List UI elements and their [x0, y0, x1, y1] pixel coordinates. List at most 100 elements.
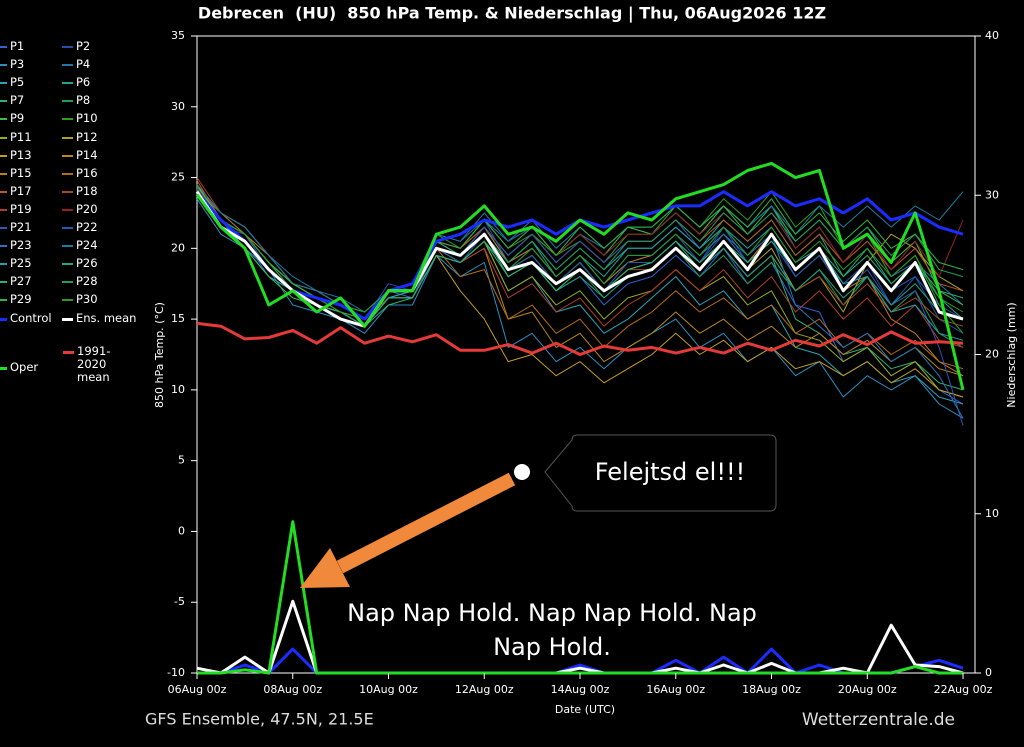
legend-label: P18 [76, 183, 98, 198]
legend-label: P24 [76, 238, 98, 253]
legend-label: P21 [10, 220, 32, 234]
legend-entry: P13 [0, 147, 32, 162]
legend-entry: P15 [0, 165, 32, 180]
y2-tick-label: 10 [985, 507, 999, 520]
legend-entry: P26 [62, 256, 98, 271]
legend-entry: P24 [62, 238, 98, 253]
callout-box [544, 434, 777, 512]
legend-entry: P18 [62, 183, 98, 198]
legend-entry: P8 [62, 94, 90, 107]
legend-entry: P3 [0, 58, 24, 71]
legend-swatch [0, 46, 7, 48]
legend-swatch [63, 351, 74, 354]
legend-entry: P10 [62, 111, 98, 126]
legend-entry: P29 [0, 292, 32, 307]
y2-tick-label: 0 [985, 666, 992, 679]
legend-entry: P9 [0, 111, 25, 126]
legend-entry: P25 [0, 256, 32, 271]
legend-label: P19 [10, 201, 32, 216]
legend-label: P13 [10, 147, 32, 162]
legend-entry: P27 [0, 274, 32, 289]
legend-label: P27 [10, 274, 32, 289]
y-tick-label: 30 [171, 100, 185, 113]
legend-entry: P12 [62, 130, 98, 144]
legend-entry: P16 [62, 165, 98, 180]
series-line [196, 321, 964, 356]
series-line [196, 198, 964, 419]
legend-swatch [0, 64, 7, 67]
source: GFS Ensemble, 47.5N, 21.5E [145, 710, 374, 729]
y-tick-label: 35 [171, 29, 185, 42]
legend-label: P10 [76, 111, 98, 126]
legend-swatch [62, 245, 73, 248]
legend-entry: P20 [62, 202, 98, 216]
legend-label: P1 [10, 39, 25, 53]
x-tick-label: 14Aug 00z [551, 683, 610, 696]
legend-swatch [62, 263, 73, 266]
legend-swatch [62, 281, 73, 284]
legend-label: P26 [76, 256, 98, 271]
legend-swatch [62, 208, 73, 211]
legend-swatch [0, 299, 7, 302]
legend-label: P22 [76, 220, 98, 234]
legend-label: P11 [10, 129, 32, 144]
legend-entry: P1 [0, 39, 25, 53]
legend-entry: P22 [62, 220, 98, 234]
y-tick-label: 15 [171, 312, 185, 325]
legend-swatch [62, 46, 73, 48]
legend-swatch [0, 227, 7, 229]
x-tick-label: 08Aug 00z [263, 683, 322, 696]
legend-label: P25 [10, 256, 32, 271]
legend-swatch [0, 154, 7, 157]
legend-label: P17 [10, 183, 32, 198]
legend-swatch [62, 227, 73, 229]
legend-entry: P23 [0, 238, 32, 253]
legend-label: P5 [10, 75, 25, 90]
legend-swatch [62, 82, 73, 85]
y2-tick-label: 20 [985, 348, 999, 361]
legend-swatch [62, 118, 73, 121]
legend-entry: P19 [0, 201, 32, 216]
legend-entry: P11 [0, 129, 32, 144]
legend-label: P16 [76, 165, 98, 180]
legend-label: P7 [10, 93, 25, 108]
legend-swatch [0, 100, 7, 103]
annotation-text: Nap Nap Hold. Nap Nap Hold. Nap Nap Hold… [347, 599, 757, 661]
legend-swatch [62, 299, 73, 302]
legend-swatch [0, 263, 7, 266]
legend-swatch [0, 190, 7, 193]
y-tick-label: -5 [174, 595, 185, 608]
legend-label: P29 [10, 292, 32, 307]
legend-label: P30 [76, 292, 98, 307]
series-line [195, 161, 965, 391]
legend-label: Oper [10, 360, 39, 374]
y-tick-label: 0 [178, 524, 185, 537]
legend-label: Control [10, 310, 52, 325]
series-line [196, 184, 964, 398]
legend-label: P9 [10, 111, 25, 126]
legend-swatch [0, 317, 7, 321]
arrow-head [300, 548, 350, 588]
legend-swatch [0, 172, 7, 175]
legend-label: P6 [76, 75, 91, 90]
series-line [196, 191, 964, 334]
legend-swatch [0, 367, 7, 370]
legend-entry: P30 [62, 292, 98, 307]
legend-entry: Ens. mean [62, 311, 136, 325]
x-tick-label: 06Aug 00z [168, 683, 227, 696]
legend-entry: Oper [0, 360, 39, 374]
brand: Wetterzentrale.de [802, 710, 955, 730]
legend-entry: P6 [62, 75, 91, 90]
callout-text: Felejtsd el!!! [595, 458, 745, 486]
y-axis-label: 850 hPa Temp. (°C) [153, 302, 166, 408]
legend-entry: P17 [0, 183, 32, 198]
legend-entry: 1991-2020 mean [63, 345, 139, 384]
legend-entry: P21 [0, 220, 32, 234]
legend-label: P2 [76, 39, 91, 53]
legend-label: P23 [10, 238, 32, 253]
legend-label: P15 [10, 165, 32, 180]
x-tick-label: 16Aug 00z [646, 683, 705, 696]
legend-entry: P5 [0, 75, 25, 90]
